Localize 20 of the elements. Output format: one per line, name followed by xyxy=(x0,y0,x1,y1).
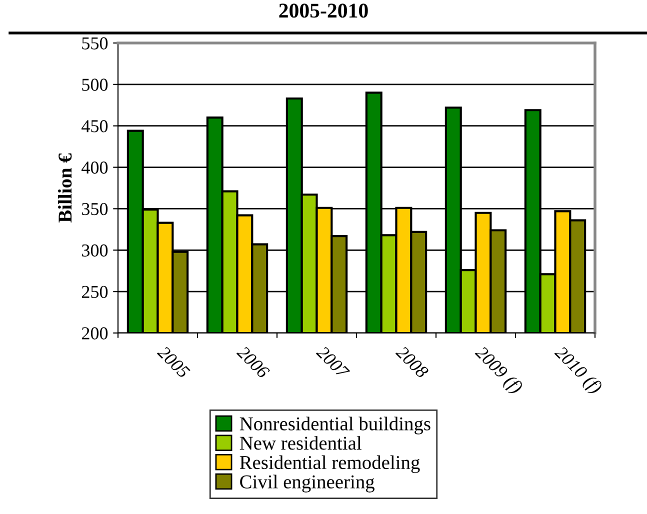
y-tick-label: 550 xyxy=(82,37,108,50)
y-tick-label: 350 xyxy=(82,202,108,216)
legend-label: Residential remodeling xyxy=(240,455,420,474)
x-tick-label: 2010 (f) xyxy=(552,344,604,397)
x-tick-label: 2006 xyxy=(236,344,270,380)
y-axis-title: Billion € xyxy=(58,153,72,223)
legend-label: Nonresidential buildings xyxy=(240,416,430,434)
legend-label: New residential xyxy=(240,436,362,450)
y-tick-label: 300 xyxy=(82,244,108,257)
y-tick-label: 400 xyxy=(82,162,108,174)
x-tick-label: 2005 xyxy=(156,344,190,379)
y-tick-label: 500 xyxy=(82,78,108,91)
y-tick-label: 450 xyxy=(82,120,108,132)
y-tick-label: 200 xyxy=(82,327,108,340)
chart-title: 2005-2010 xyxy=(279,4,368,18)
x-tick-label: 2008 xyxy=(395,344,430,379)
legend-label: Civil engineering xyxy=(240,474,374,492)
x-tick-label: 2007 xyxy=(316,344,350,380)
y-tick-label: 250 xyxy=(82,286,108,298)
x-tick-label: 2009 (f) xyxy=(472,344,524,397)
